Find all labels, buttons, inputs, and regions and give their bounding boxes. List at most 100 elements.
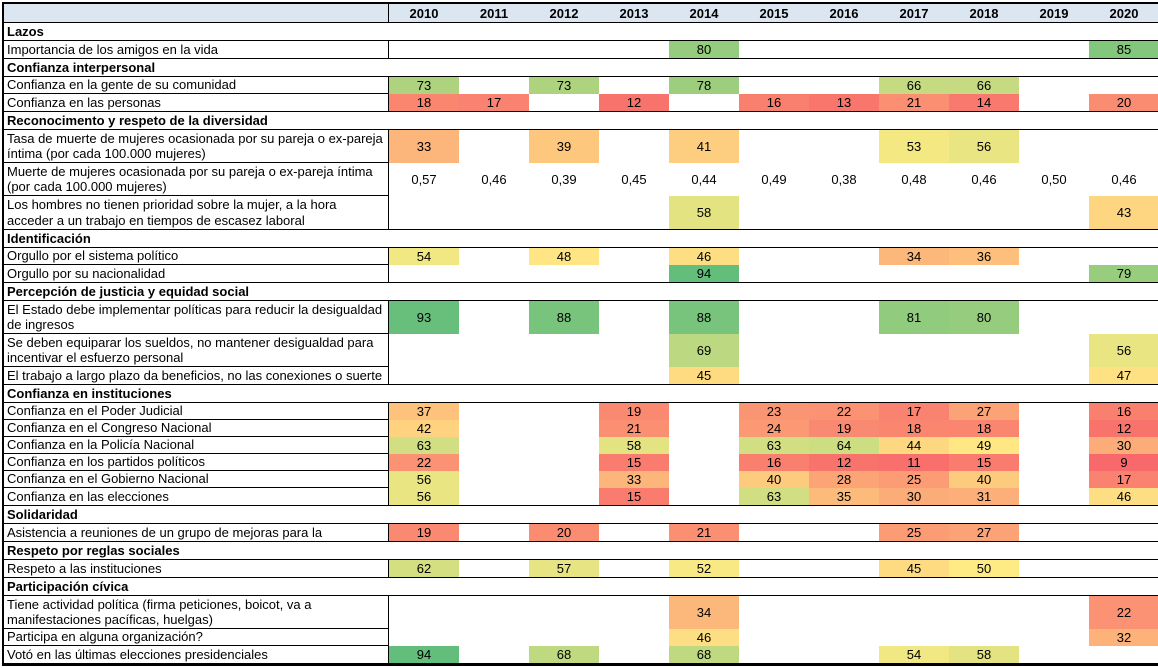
value-cell: 17 [879, 403, 949, 420]
value-cell [459, 248, 529, 265]
header-empty-corner [4, 4, 389, 22]
category-title: Identificación [7, 230, 91, 246]
value-cell: 64 [809, 437, 879, 454]
value-cell [1019, 524, 1089, 541]
value-cell: 18 [949, 420, 1019, 437]
value-cell [669, 420, 739, 437]
value-cell [809, 334, 879, 367]
year-header: 2015 [759, 5, 789, 21]
value-cell [949, 265, 1019, 282]
value-cell: 19 [809, 420, 879, 437]
value-cell [599, 301, 669, 334]
value-cell: 44 [879, 437, 949, 454]
category-title: Participación cívica [7, 578, 129, 594]
value-cell: 13 [809, 94, 879, 111]
value-cell: 50 [949, 560, 1019, 577]
value-cell [459, 301, 529, 334]
value-cell: 17 [1089, 471, 1158, 488]
value-cell [389, 334, 459, 367]
value-cell [459, 367, 529, 384]
value-cell [389, 196, 459, 229]
table-row: Confianza en la gente de su comunidad 73 7… [4, 77, 1158, 94]
value-cell: 0,46 [971, 172, 997, 187]
table-row: El trabajo a largo plazo da beneficios, … [4, 367, 1158, 385]
value-cell: 20 [529, 524, 599, 541]
value-cell [949, 596, 1019, 629]
value-cell: 12 [809, 454, 879, 471]
value-cell [809, 367, 879, 384]
value-cell: 12 [599, 94, 669, 111]
value-cell [389, 265, 459, 282]
value-cell: 53 [879, 130, 949, 163]
value-cell [809, 130, 879, 163]
value-cell [1019, 77, 1089, 94]
year-header: 2012 [549, 5, 579, 21]
value-cell: 0,45 [621, 172, 647, 187]
value-cell [949, 196, 1019, 229]
value-cell: 41 [669, 130, 739, 163]
value-cell [739, 265, 809, 282]
value-cell [459, 403, 529, 420]
value-cell: 17 [459, 94, 529, 111]
year-header: 2013 [619, 5, 649, 21]
value-cell [529, 420, 599, 437]
table-row: Respeto a las instituciones 62 57 52 45 50 [4, 560, 1158, 578]
value-cell [949, 629, 1019, 646]
value-cell: 48 [529, 248, 599, 265]
value-cell [1089, 130, 1158, 163]
value-cell [1019, 248, 1089, 265]
value-cell [949, 334, 1019, 367]
value-cell: 56 [1089, 334, 1158, 367]
value-cell [529, 403, 599, 420]
value-cell [1019, 629, 1089, 646]
value-cell [1019, 420, 1089, 437]
value-cell: 11 [879, 454, 949, 471]
row-label: Votó en las últimas elecciones presidenc… [4, 646, 389, 663]
value-cell [599, 367, 669, 384]
value-cell [389, 41, 459, 58]
value-cell: 88 [529, 301, 599, 334]
value-cell [459, 420, 529, 437]
year-header: 2014 [689, 5, 719, 21]
row-label: Confianza en las personas [4, 94, 389, 111]
value-cell [1089, 560, 1158, 577]
value-cell: 30 [1089, 437, 1158, 454]
table-row: Orgullo por el sistema político 54 48 46 34 3… [4, 248, 1158, 265]
value-cell [1019, 265, 1089, 282]
value-cell: 25 [879, 524, 949, 541]
value-cell: 36 [949, 248, 1019, 265]
value-cell: 47 [1089, 367, 1158, 384]
row-label: Tasa de muerte de mujeres ocasionada por… [4, 130, 389, 163]
value-cell: 24 [739, 420, 809, 437]
table-row: Muerte de mujeres ocasionada por su pare… [4, 163, 1158, 196]
row-label: Muerte de mujeres ocasionada por su pare… [4, 163, 389, 196]
table-row: El Estado debe implementar políticas par… [4, 301, 1158, 334]
value-cell: 21 [669, 524, 739, 541]
value-cell [599, 248, 669, 265]
value-cell [1019, 367, 1089, 384]
table-row: Confianza en el Gobierno Nacional 56 33 40 2… [4, 471, 1158, 488]
value-cell: 33 [389, 130, 459, 163]
value-cell [529, 334, 599, 367]
value-cell: 78 [669, 77, 739, 94]
value-cell: 63 [739, 437, 809, 454]
value-cell [459, 41, 529, 58]
row-label: Los hombres no tienen prioridad sobre la… [4, 196, 389, 229]
value-cell [1019, 41, 1089, 58]
value-cell [879, 265, 949, 282]
value-cell [739, 367, 809, 384]
value-cell [1019, 488, 1089, 505]
value-cell [879, 596, 949, 629]
value-cell: 23 [739, 403, 809, 420]
year-header: 2010 [409, 5, 439, 21]
table-row: Confianza en las elecciones 56 15 63 35 30 31 4… [4, 488, 1158, 506]
value-cell: 45 [669, 367, 739, 384]
value-cell: 56 [949, 130, 1019, 163]
value-cell [809, 301, 879, 334]
value-cell [669, 454, 739, 471]
value-cell [809, 248, 879, 265]
category-title: Percepción de justicia y equidad social [7, 283, 250, 299]
value-cell [599, 130, 669, 163]
value-cell [599, 524, 669, 541]
value-cell [1019, 301, 1089, 334]
